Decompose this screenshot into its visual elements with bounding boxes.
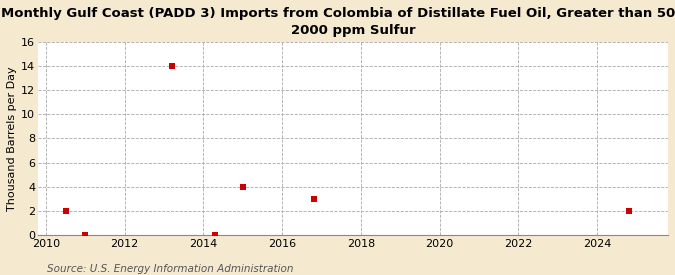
Point [623,208,634,213]
Point [167,64,178,68]
Point [210,232,221,237]
Y-axis label: Thousand Barrels per Day: Thousand Barrels per Day [7,66,17,211]
Point [80,232,90,237]
Point [60,208,71,213]
Point [238,184,248,189]
Text: Source: U.S. Energy Information Administration: Source: U.S. Energy Information Administ… [47,264,294,274]
Title: Monthly Gulf Coast (PADD 3) Imports from Colombia of Distillate Fuel Oil, Greate: Monthly Gulf Coast (PADD 3) Imports from… [1,7,675,37]
Point [308,196,319,201]
